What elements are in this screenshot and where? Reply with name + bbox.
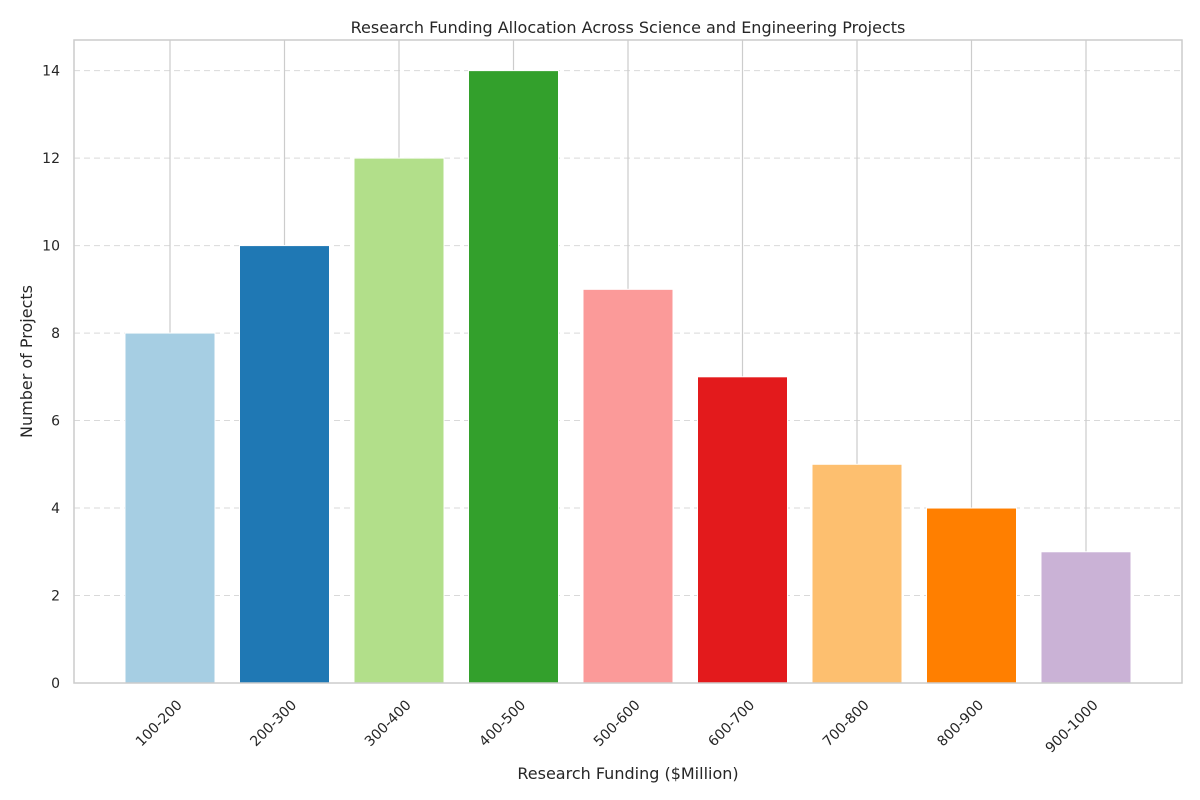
x-axis-label: Research Funding ($Million)	[517, 764, 738, 783]
bar-500-600	[582, 288, 674, 684]
y-tick-label: 2	[51, 589, 60, 605]
x-tick-label: 400-500	[476, 697, 529, 750]
x-tick-label: 900-1000	[1043, 697, 1102, 756]
plot-frame	[73, 39, 1183, 684]
bar-200-300	[239, 245, 330, 684]
chart-title: Research Funding Allocation Across Scien…	[351, 18, 906, 37]
x-tick-label: 600-700	[705, 697, 758, 750]
y-ticks: 0 2 4 6 8 10 12 14	[42, 64, 60, 692]
x-tick-label: 700-800	[820, 697, 873, 750]
x-tick-label: 500-600	[591, 697, 644, 750]
bar-300-400	[353, 157, 445, 684]
bar-100-200	[124, 332, 216, 684]
bars-layer	[124, 70, 1132, 684]
x-tick-label: 800-900	[934, 697, 987, 750]
x-ticks: 100-200 200-300 300-400 400-500 500-600 600-7…	[133, 697, 1102, 756]
bar-700-800	[811, 463, 903, 684]
bar-600-700	[697, 376, 788, 684]
y-tick-label: 14	[42, 64, 60, 80]
bar-400-500	[468, 70, 559, 684]
y-tick-label: 4	[51, 501, 60, 517]
x-tick-label: 200-300	[247, 697, 300, 750]
y-axis-label: Number of Projects	[17, 285, 36, 438]
y-tick-label: 10	[42, 239, 60, 255]
y-tick-label: 0	[51, 676, 60, 692]
x-tick-label: 300-400	[362, 697, 415, 750]
y-tick-label: 8	[51, 326, 60, 342]
bar-800-900	[926, 507, 1017, 684]
x-tick-label: 100-200	[133, 697, 186, 750]
y-tick-label: 6	[51, 414, 60, 430]
y-tick-label: 12	[42, 151, 60, 167]
bar-900-1000	[1040, 551, 1132, 684]
